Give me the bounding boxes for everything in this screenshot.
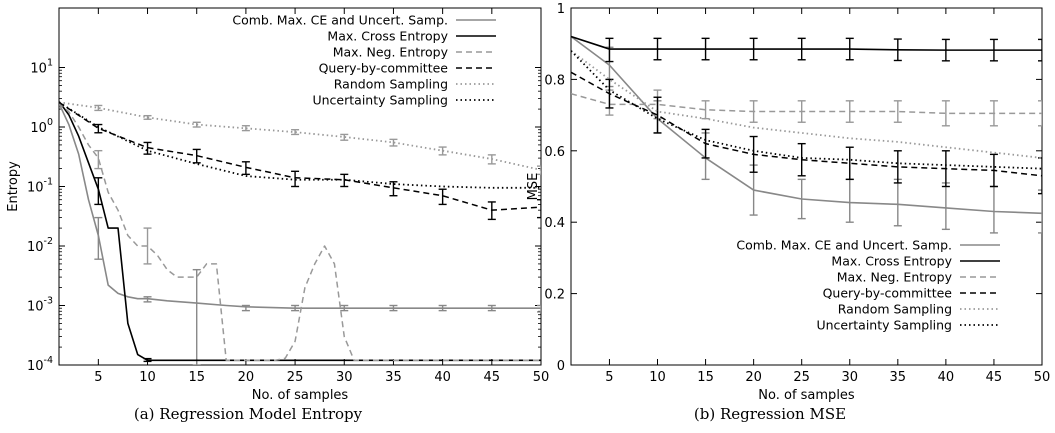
legend-entry-label: Max. Neg. Entropy — [837, 270, 953, 285]
x-tick-label: 25 — [287, 370, 304, 385]
x-tick-label: 45 — [484, 370, 501, 385]
figure-caption: (b) Regression MSE — [694, 405, 846, 423]
legend-entry-label: Uncertainty Sampling — [816, 318, 952, 333]
y-tick-label: 0 — [557, 359, 565, 374]
x-tick-label: 30 — [336, 370, 353, 385]
legend-entry-label: Comb. Max. CE and Uncert. Samp. — [736, 238, 952, 253]
series-line — [571, 92, 1042, 115]
series-5 — [59, 101, 541, 176]
y-tick-label: 0.2 — [544, 288, 565, 303]
y-tick-label: 0.4 — [544, 216, 565, 231]
series-line — [59, 101, 541, 211]
x-tick-label: 30 — [841, 370, 858, 385]
series-2 — [571, 35, 1042, 63]
x-tick-label: 40 — [434, 370, 451, 385]
series-5 — [571, 50, 1042, 159]
series-3 — [59, 101, 541, 362]
series-1 — [59, 102, 541, 365]
x-tick-label: 15 — [697, 370, 714, 385]
y-tick-label: 0.8 — [544, 73, 565, 88]
x-tick-label: 50 — [533, 370, 550, 385]
series-line — [59, 101, 541, 362]
series-3 — [571, 89, 1042, 127]
chart-panel-2: 5 10 15 20 25 30 35 40 45 50 0 0.2 0.4 0.6 0.8 1 No. of … — [526, 2, 1050, 423]
series-4 — [571, 71, 1042, 195]
y-tick-label: 10-2 — [27, 236, 53, 255]
x-tick-label: 15 — [188, 370, 205, 385]
y-tick-label: 100 — [30, 117, 53, 136]
series-4 — [59, 101, 541, 221]
y-tick-label: 0.6 — [544, 145, 565, 160]
legend-entry-label: Max. Cross Entropy — [327, 29, 448, 44]
series-line — [59, 102, 541, 310]
plot-frame — [570, 7, 1043, 366]
legend-entry-label: Query-by-committee — [823, 286, 953, 301]
series-line — [571, 71, 1042, 177]
series-line — [571, 50, 1042, 159]
y-tick-label: 101 — [30, 58, 53, 77]
legend-entry-label: Max. Cross Entropy — [831, 254, 952, 269]
series-line — [571, 35, 1042, 215]
series-line — [59, 101, 541, 171]
x-tick-label: 40 — [938, 370, 955, 385]
x-axis-label: No. of samples — [252, 388, 349, 403]
legend-entry-label: Uncertainty Sampling — [312, 93, 448, 108]
y-axis-label: Entropy — [6, 161, 21, 212]
series-1 — [571, 35, 1042, 234]
series-line — [571, 35, 1042, 51]
y-tick-label: 1 — [557, 2, 565, 17]
legend-entry-label: Comb. Max. CE and Uncert. Samp. — [232, 13, 448, 28]
x-tick-label: 20 — [238, 370, 255, 385]
legend: Comb. Max. CE and Uncert. Samp.Max. Cros… — [736, 238, 1000, 333]
x-axis-label: No. of samples — [758, 388, 855, 403]
series-6 — [571, 50, 1042, 170]
x-tick-label: 10 — [649, 370, 666, 385]
legend-entry-label: Max. Neg. Entropy — [333, 45, 449, 60]
series-2 — [59, 100, 541, 363]
x-tick-label: 50 — [1034, 370, 1051, 385]
x-tick-label: 45 — [986, 370, 1003, 385]
x-tick-label: 10 — [139, 370, 156, 385]
series-line — [571, 50, 1042, 170]
y-tick-label: 10-4 — [27, 355, 53, 374]
legend-entry-label: Random Sampling — [838, 302, 952, 317]
y-axis-label: MSE — [526, 173, 541, 201]
series-line — [59, 100, 541, 362]
figure-caption: (a) Regression Model Entropy — [134, 405, 363, 423]
x-tick-label: 25 — [793, 370, 810, 385]
x-tick-label: 35 — [385, 370, 402, 385]
y-tick-label: 10-1 — [27, 177, 53, 196]
x-tick-label: 20 — [745, 370, 762, 385]
legend-entry-label: Query-by-committee — [319, 61, 449, 76]
legend-entry-label: Random Sampling — [334, 77, 448, 92]
y-tick-label: 10-3 — [27, 296, 53, 315]
x-tick-label: 5 — [94, 370, 102, 385]
legend: Comb. Max. CE and Uncert. Samp.Max. Cros… — [232, 13, 496, 108]
x-tick-label: 35 — [890, 370, 907, 385]
chart-panel-1: 5 10 15 20 25 30 35 40 45 50 10-4 10-3 10-2 10-1 100 10… — [6, 7, 550, 423]
x-tick-label: 5 — [605, 370, 613, 385]
